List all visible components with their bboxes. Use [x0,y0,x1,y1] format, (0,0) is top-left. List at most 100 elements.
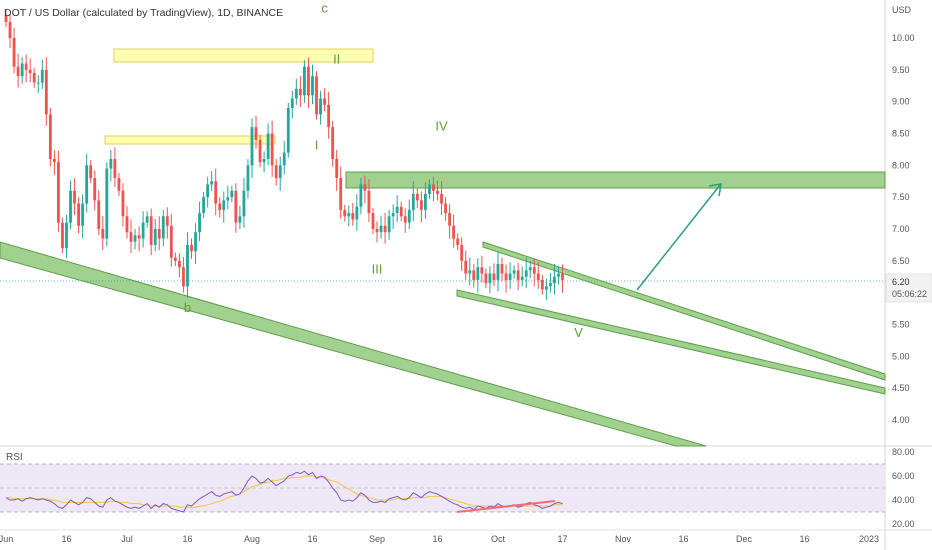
candle-body [40,69,44,83]
candle-body [480,267,484,274]
candle-body [177,260,181,268]
candle-body [452,225,456,239]
candle-body [44,69,48,115]
candle-body [274,165,278,179]
candle-body [544,286,548,290]
candle-body [133,235,137,242]
time-tick-label: 16 [678,534,688,544]
wave-label: b [184,300,191,315]
candle-body [319,98,322,115]
candle-body [343,209,347,217]
time-tick-label: 2023 [859,534,879,544]
candle-body [536,273,540,280]
candle-body [323,98,326,105]
candle-body [258,139,262,163]
price-tick-label: 8.00 [892,160,910,170]
time-tick-label: Jul [121,534,133,544]
candle-body [367,190,371,214]
candle-body [165,216,169,226]
time-axis[interactable]: Jun 16 Jul 16 Aug 16 Sep 16 Oct 17 Nov 16 Dec 16 2023 [0,534,879,544]
candle-body [190,244,193,252]
candle-body [270,133,274,166]
candle-body [303,66,306,96]
candle-body [391,213,395,217]
candle-body [234,190,238,223]
drawing-layer [0,48,886,447]
rsi-tick-label: 80.00 [892,447,915,457]
candle-body [524,270,528,277]
candle-body [182,267,185,287]
price-tick-label: 4.00 [892,415,910,425]
candle-body [464,260,468,274]
rsi-ma-line [6,475,563,508]
candle-body [327,104,331,128]
candle-body [186,244,189,287]
candles-layer [4,10,564,300]
candle-body [24,63,28,70]
candle-body [553,276,556,284]
rsi-pane: RSI 80.00 60.00 40.00 20.00 [0,447,915,529]
candle-body [496,264,500,280]
candle-body [355,206,359,220]
candle-body [230,190,234,198]
candle-body [113,158,117,179]
projection-arrowhead-icon [708,183,722,197]
projection-arrow[interactable] [636,184,721,291]
candle-body [432,184,435,191]
candle-body [161,216,165,239]
candle-body [226,197,230,201]
candle-body [202,197,206,214]
time-tick-label: 16 [182,534,192,544]
candle-body [173,257,177,261]
chart-title: DOT / US Dollar (calculated by TradingVi… [4,7,283,19]
last-price-badge[interactable] [885,273,932,303]
wedge-upper-band[interactable] [482,241,886,381]
candle-body [145,216,149,223]
supply-zone-mid[interactable] [104,135,276,145]
candle-body [460,244,464,261]
rsi-divergence-line[interactable] [456,500,556,513]
candle-body [157,229,161,239]
candle-body [294,88,298,99]
price-tick-label: 7.00 [892,224,910,234]
candle-body [557,273,560,277]
candle-body [101,229,105,239]
rsi-tick-label: 60.00 [892,471,915,481]
candle-body [500,264,504,274]
candle-body [121,190,125,217]
candle-body [222,200,226,210]
price-tick-label: 9.50 [892,65,910,75]
rsi-axis[interactable]: 80.00 60.00 40.00 20.00 [892,447,915,529]
candle-body [81,203,85,226]
time-tick-label: Oct [491,534,506,544]
candle-body [436,190,439,194]
candle-body [105,168,109,239]
candle-body [298,88,302,96]
candle-body [339,178,343,210]
candle-body [109,158,113,169]
resistance-zone[interactable] [345,171,886,189]
candle-body [488,273,492,284]
candle-body [210,181,214,185]
candle-body [97,200,101,229]
candle-body [206,184,210,198]
candle-body [12,38,16,67]
candle-body [20,63,24,77]
candle-body [335,158,339,179]
candle-body [516,270,520,280]
candle-body [359,184,363,207]
candle-body [125,216,129,233]
rsi-label: RSI [6,452,23,463]
candle-body [512,270,516,274]
candle-body [85,165,89,204]
wedge-lower-band[interactable] [456,289,886,395]
candle-body [444,203,447,214]
candle-body [440,193,443,204]
candle-body [282,152,286,166]
wave-label: V [574,325,583,340]
long-channel-band[interactable] [0,241,707,447]
candle-body [456,238,460,245]
candle-body [254,127,258,140]
